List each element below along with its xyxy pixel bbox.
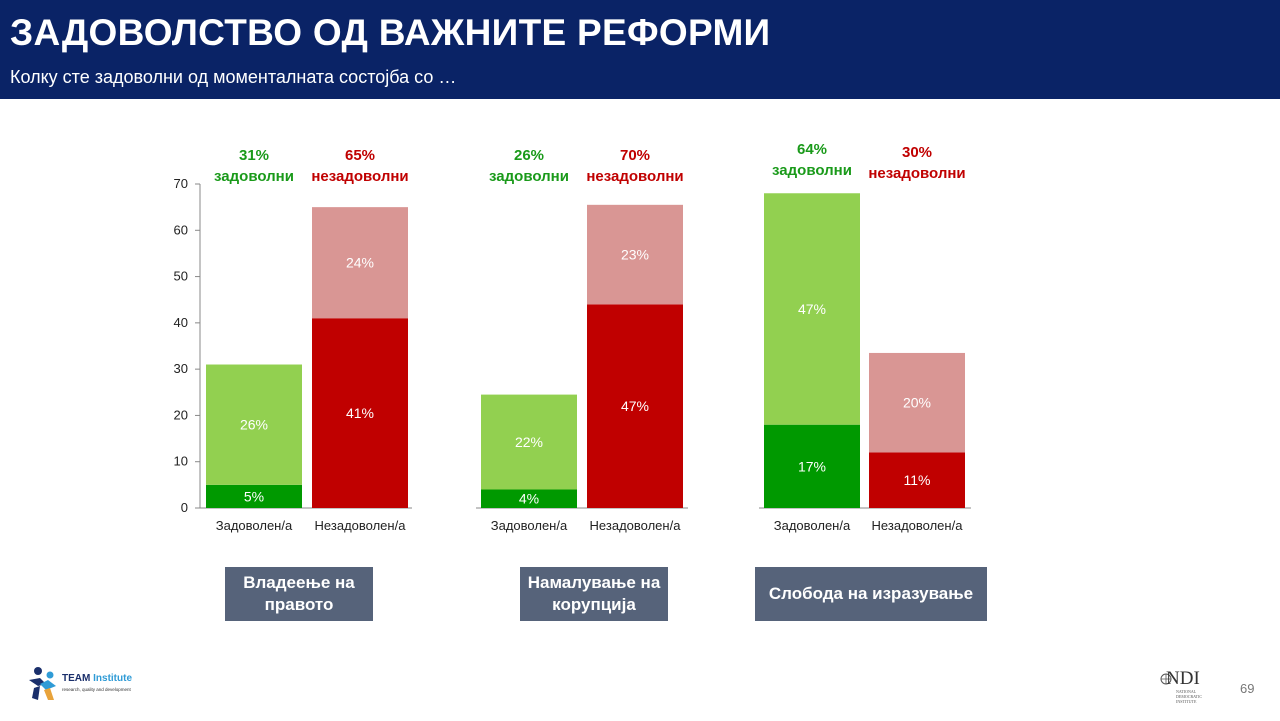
top-percent-caption: задоволни — [772, 162, 852, 179]
data-label-dark: 11% — [904, 472, 931, 488]
top-percent-caption: задоволни — [489, 168, 569, 185]
page-title: ЗАДОВОЛСТВО ОД ВАЖНИТЕ РЕФОРМИ — [10, 12, 771, 53]
bar-segment-dark — [206, 484, 302, 508]
bar-segment-light — [587, 204, 683, 305]
top-percent-label: 70% — [620, 147, 650, 164]
bar-segment-light — [312, 207, 408, 319]
bar-segment-light — [481, 394, 577, 490]
ndi-logo: NDI NATIONAL DEMOCRATIC INSTITUTE — [1160, 668, 1216, 708]
ndi-logo-subtext: NATIONAL DEMOCRATIC INSTITUTE — [1176, 689, 1203, 704]
data-label-light: 26% — [240, 417, 268, 433]
group-label-rule-of-law: Владеење на правото — [225, 567, 373, 621]
top-percent-label: 31% — [239, 147, 269, 164]
data-label-dark: 17% — [798, 458, 826, 474]
bar-segment-dark — [587, 304, 683, 508]
group-label-corruption: Намалување на корупција — [520, 567, 668, 621]
data-label-light: 23% — [621, 247, 649, 263]
x-category-label: Незадоволен/а — [315, 518, 407, 533]
top-percent-caption: незадоволни — [586, 168, 683, 185]
data-label-dark: 4% — [519, 491, 539, 507]
page-number: 69 — [1240, 681, 1255, 696]
y-tick-label: 30 — [174, 361, 188, 376]
y-tick-label: 60 — [174, 222, 188, 237]
top-percent-caption: незадоволни — [868, 165, 965, 182]
x-category-label: Задоволен/а — [491, 518, 568, 533]
team-figure-icon — [29, 667, 56, 700]
y-tick-label: 70 — [174, 176, 188, 191]
bar-segment-light — [869, 352, 965, 453]
bar-segment-light — [206, 364, 302, 485]
data-label-dark: 5% — [244, 488, 264, 504]
bar-segment-dark — [869, 452, 965, 508]
page-subtitle: Колку сте задоволни од моменталната сост… — [10, 67, 457, 87]
x-category-label: Задоволен/а — [774, 518, 851, 533]
top-percent-label: 65% — [345, 147, 375, 164]
bar-segment-dark — [764, 424, 860, 508]
bar-segment-dark — [481, 489, 577, 508]
bar-segment-light — [764, 193, 860, 425]
data-label-dark: 41% — [346, 405, 374, 421]
top-percent-caption: незадоволни — [311, 168, 408, 185]
top-percent-label: 26% — [514, 147, 544, 164]
team-logo-text: TEAM Institute — [62, 673, 133, 684]
data-label-light: 20% — [903, 395, 931, 411]
data-label-light: 24% — [346, 255, 374, 271]
y-tick-label: 20 — [174, 407, 188, 422]
ndi-logo-text: NDI — [1166, 668, 1200, 689]
y-tick-label: 0 — [181, 500, 188, 515]
data-label-dark: 47% — [621, 398, 649, 414]
y-tick-label: 40 — [174, 315, 188, 330]
data-label-light: 22% — [515, 434, 543, 450]
top-percent-caption: задоволни — [214, 168, 294, 185]
data-label-light: 47% — [798, 301, 826, 317]
x-category-label: Незадоволен/а — [590, 518, 682, 533]
top-percent-label: 64% — [797, 141, 827, 158]
header-bar: ЗАДОВОЛСТВО ОД ВАЖНИТЕ РЕФОРМИ Колку сте… — [0, 0, 1280, 99]
group-label-freedom-of-expression: Слобода на изразување — [755, 567, 987, 621]
y-tick-label: 50 — [174, 269, 188, 284]
y-tick-label: 10 — [174, 454, 188, 469]
team-logo-tagline: research, quality and development — [62, 687, 131, 692]
bar-segment-dark — [312, 318, 408, 508]
x-category-label: Задоволен/а — [216, 518, 293, 533]
x-category-label: Незадоволен/а — [872, 518, 964, 533]
top-percent-label: 30% — [902, 144, 932, 161]
globe-icon — [1160, 673, 1172, 685]
team-institute-logo: TEAM Institute research, quality and dev… — [26, 664, 136, 704]
